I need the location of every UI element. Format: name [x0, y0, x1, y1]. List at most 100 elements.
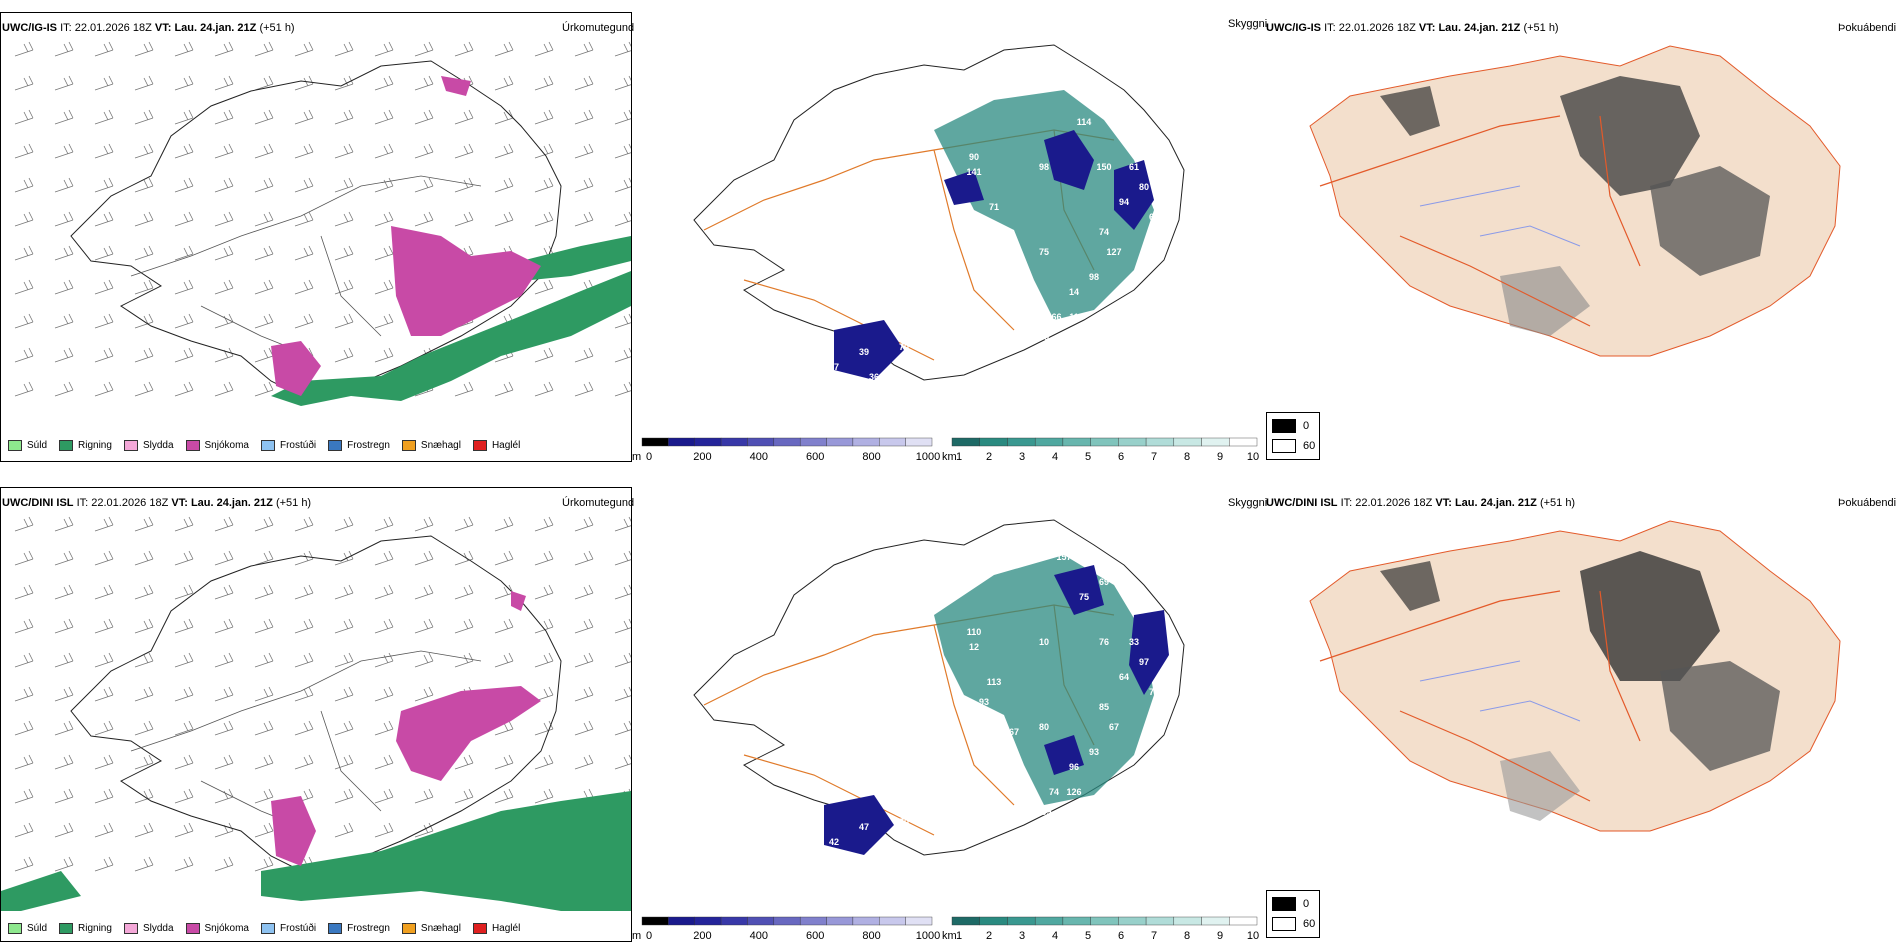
colorbar-cell — [694, 916, 722, 926]
precip-map-1 — [14, 41, 631, 406]
wind-barb — [94, 75, 114, 91]
wind-barb — [334, 143, 354, 159]
wind-barb — [254, 618, 274, 634]
wind-barb — [614, 41, 631, 57]
wind-barb — [614, 109, 631, 125]
wind-barb — [14, 347, 34, 363]
wind-barb — [134, 754, 154, 770]
colorbar-tick: 0 — [646, 451, 652, 463]
colorbar-tick: 1000 — [916, 451, 940, 463]
colorbar-tick: 800 — [862, 930, 880, 942]
wind-barb — [454, 788, 474, 804]
wind-barb — [254, 788, 274, 804]
wind-barb — [134, 313, 154, 329]
wind-barb — [374, 211, 394, 227]
wind-barb — [334, 720, 354, 736]
colorbar-cell — [747, 916, 775, 926]
legend-item: Súld — [8, 923, 47, 934]
wind-barb — [374, 75, 394, 91]
wind-barb — [54, 652, 74, 668]
legend-swatch — [185, 440, 200, 451]
ceiling-label: 62 — [1149, 212, 1159, 222]
wind-barb — [214, 41, 234, 57]
vt-value: Lau. 24.jan. 21Z — [190, 497, 273, 509]
iceland-coastline — [693, 44, 1185, 381]
rivers — [1419, 660, 1581, 722]
visibility-teal — [934, 555, 1154, 805]
legend-item: Súld — [8, 440, 47, 451]
wind-barb — [14, 381, 34, 397]
wind-barb — [94, 381, 114, 397]
visibility-scale-2: km 1 2 3 4 5 6 7 8 9 10 — [942, 915, 1267, 948]
fog-high-label: 0 — [1303, 420, 1310, 432]
colorbar-cell — [905, 916, 933, 926]
wind-barb — [534, 109, 554, 125]
wind-barb — [214, 516, 234, 532]
colorbar-cell — [879, 437, 906, 447]
wind-barb — [454, 516, 474, 532]
wind-barb — [174, 788, 194, 804]
wind-barb — [94, 652, 114, 668]
wind-barb — [14, 75, 34, 91]
wind-barb — [614, 652, 631, 668]
wind-barb — [374, 550, 394, 566]
wind-barb — [534, 618, 554, 634]
wind-barb — [134, 381, 154, 397]
wind-barb — [94, 584, 114, 600]
legend-swatch — [59, 440, 74, 451]
legend-swatch — [328, 440, 343, 451]
colorbar-cell — [1007, 916, 1036, 926]
wind-barb — [574, 516, 594, 532]
wind-barb — [614, 75, 631, 91]
colorbar-tick: 1 — [956, 930, 962, 942]
wind-barb — [54, 75, 74, 91]
wind-barb — [534, 177, 554, 193]
ceiling-label: 93 — [1089, 747, 1099, 757]
wind-barb — [254, 143, 274, 159]
ceiling-label: 117 — [1097, 102, 1112, 112]
wind-barb — [174, 109, 194, 125]
title-visibility-2: Skyggni — [1228, 497, 1268, 509]
title-fog-1: Þokuábendi — [1838, 22, 1897, 34]
ceiling-label: 97 — [1139, 657, 1149, 667]
ceiling-label: 31 — [869, 390, 879, 400]
legend-label: Snjókoma — [204, 440, 249, 451]
colorbar-tick: 5 — [1085, 930, 1091, 942]
ceiling-label: 6 — [826, 857, 831, 867]
wind-barb — [574, 618, 594, 634]
wind-barb — [54, 788, 74, 804]
ceiling-label: 89 — [929, 857, 939, 867]
wind-barb — [54, 754, 74, 770]
ceiling-colorbar: m 0 200 400 600 800 1000 — [632, 437, 940, 463]
legend-label: Frostúði — [279, 923, 317, 934]
colorbar-tick: 4 — [1052, 930, 1058, 942]
wind-barb — [294, 754, 314, 770]
wind-barb — [414, 75, 434, 91]
wind-barb — [494, 41, 514, 57]
wind-barb — [134, 75, 154, 91]
legend-item: Slydda — [123, 440, 174, 451]
ceiling-label: 93 — [979, 697, 989, 707]
legend-item: Frostregn — [328, 440, 390, 451]
colorbar-unit: km — [942, 930, 957, 942]
it-label: IT: — [60, 22, 72, 34]
fog-dark-2 — [1660, 661, 1780, 771]
precip-type-frame-1 — [0, 12, 632, 462]
wind-barb — [454, 618, 474, 634]
fog-high-swatch — [1272, 897, 1296, 911]
wind-barb — [614, 584, 631, 600]
wind-barb — [14, 788, 34, 804]
roads — [703, 604, 1115, 836]
wind-barb — [534, 381, 554, 397]
colorbar-cell — [826, 916, 854, 926]
ceiling-low-1 — [1044, 130, 1094, 190]
wind-barb — [334, 618, 354, 634]
ceiling-label: 12 — [969, 642, 979, 652]
wind-barb — [94, 754, 114, 770]
precip-legend-2: Súld Rigning Slydda Snjókoma Frostúði Frostre… — [8, 923, 532, 934]
wind-barb — [94, 279, 114, 295]
fog-low-swatch — [1272, 439, 1296, 453]
wind-barb — [454, 652, 474, 668]
fog-low-label: 60 — [1303, 440, 1316, 452]
wind-barb — [414, 618, 434, 634]
